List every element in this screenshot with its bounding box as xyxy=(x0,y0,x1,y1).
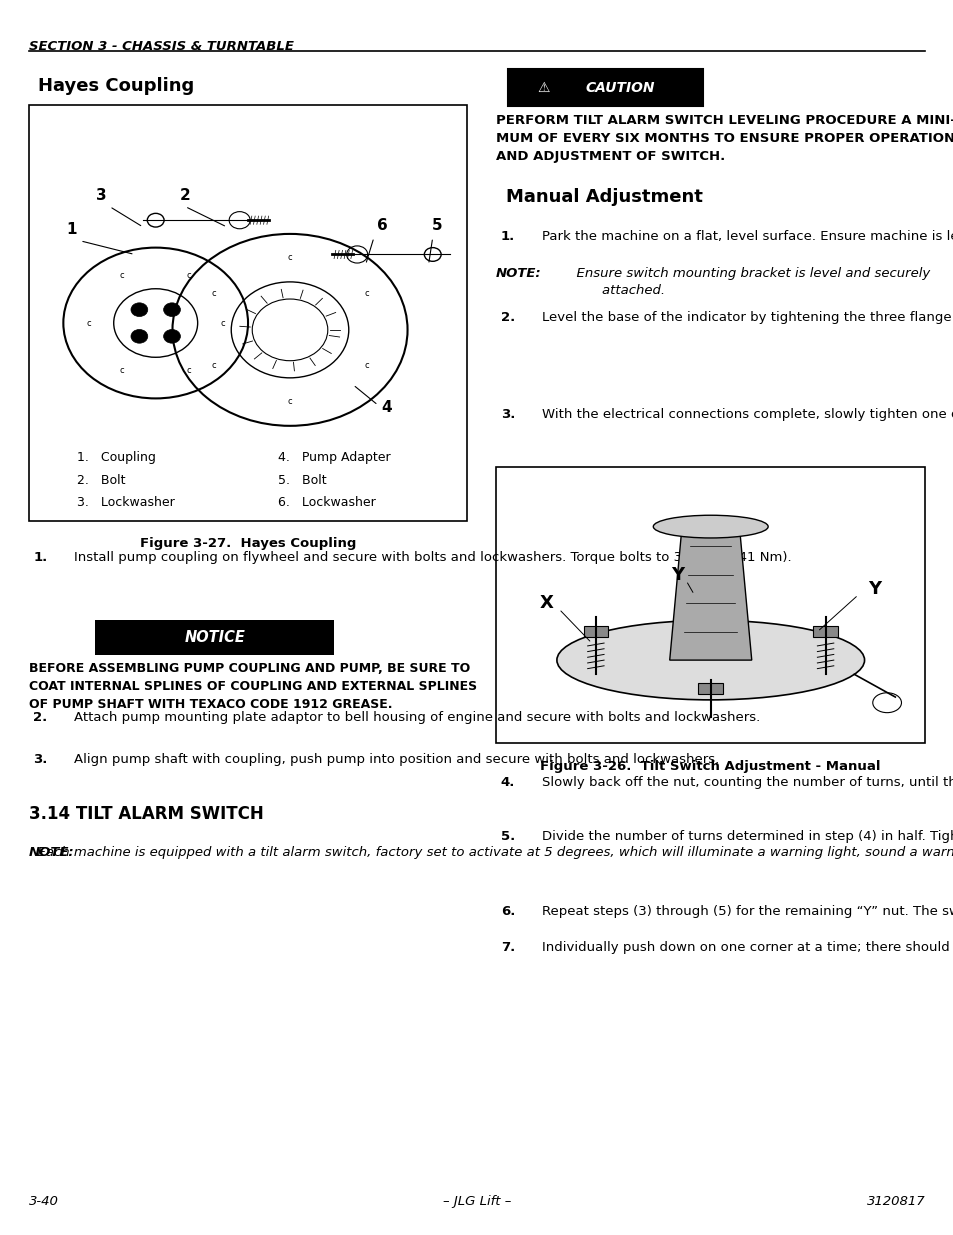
Circle shape xyxy=(131,303,148,316)
Polygon shape xyxy=(669,526,751,659)
Circle shape xyxy=(164,330,180,343)
Text: – JLG Lift –: – JLG Lift – xyxy=(442,1194,511,1208)
Text: 3.: 3. xyxy=(33,753,48,767)
Bar xyxy=(812,626,837,637)
Text: NOTICE: NOTICE xyxy=(184,630,245,645)
Text: 2: 2 xyxy=(179,188,191,203)
Text: 3.   Lockwasher: 3. Lockwasher xyxy=(77,496,174,510)
Text: Slowly back off the nut, counting the number of turns, until the circuit is agai: Slowly back off the nut, counting the nu… xyxy=(541,776,953,789)
Text: 6: 6 xyxy=(376,219,387,233)
Text: 1.: 1. xyxy=(33,551,48,564)
Text: Each machine is equipped with a tilt alarm switch, factory set to activate at 5 : Each machine is equipped with a tilt ala… xyxy=(29,846,953,860)
Text: BEFORE ASSEMBLING PUMP COUPLING AND PUMP, BE SURE TO
COAT INTERNAL SPLINES OF CO: BEFORE ASSEMBLING PUMP COUPLING AND PUMP… xyxy=(29,662,476,711)
Text: c: c xyxy=(220,319,225,327)
Circle shape xyxy=(131,330,148,343)
Bar xyxy=(698,683,722,694)
Text: c: c xyxy=(120,270,124,280)
Text: c: c xyxy=(288,398,292,406)
Text: Divide the number of turns determined in step (4) in half. Tighten the nut this : Divide the number of turns determined in… xyxy=(541,830,953,844)
Text: 4.: 4. xyxy=(500,776,515,789)
Text: Hayes Coupling: Hayes Coupling xyxy=(38,77,194,95)
Text: 2.   Bolt: 2. Bolt xyxy=(77,473,126,487)
Text: 1: 1 xyxy=(67,222,77,237)
Text: Figure 3-27.  Hayes Coupling: Figure 3-27. Hayes Coupling xyxy=(140,537,355,551)
Text: Individually push down on one corner at a time; there should be enough travel to: Individually push down on one corner at … xyxy=(541,941,953,955)
Text: NOTE:: NOTE: xyxy=(29,846,74,860)
Text: With the electrical connections complete, slowly tighten one of the “Y” nuts unt: With the electrical connections complete… xyxy=(541,408,953,421)
Ellipse shape xyxy=(557,620,863,700)
Text: 4.   Pump Adapter: 4. Pump Adapter xyxy=(277,451,390,463)
Text: SECTION 3 - CHASSIS & TURNTABLE: SECTION 3 - CHASSIS & TURNTABLE xyxy=(29,40,294,53)
Text: Align pump shaft with coupling, push pump into position and secure with bolts an: Align pump shaft with coupling, push pum… xyxy=(74,753,719,767)
Text: Install pump coupling on flywheel and secure with bolts and lockwashers. Torque : Install pump coupling on flywheel and se… xyxy=(74,551,791,564)
Text: Figure 3-26.  Tilt Switch Adjustment - Manual: Figure 3-26. Tilt Switch Adjustment - Ma… xyxy=(540,760,880,773)
Text: 3.14 TILT ALARM SWITCH: 3.14 TILT ALARM SWITCH xyxy=(29,805,263,824)
Text: Park the machine on a flat, level surface. Ensure machine is level.: Park the machine on a flat, level surfac… xyxy=(541,230,953,243)
Text: 4: 4 xyxy=(381,400,392,415)
Bar xyxy=(583,626,608,637)
Text: Manual Adjustment: Manual Adjustment xyxy=(505,188,701,206)
Text: 6.: 6. xyxy=(500,905,515,919)
Text: Y: Y xyxy=(867,580,881,598)
FancyBboxPatch shape xyxy=(496,467,924,743)
Text: c: c xyxy=(364,362,368,370)
Text: 3-40: 3-40 xyxy=(29,1194,58,1208)
Text: CAUTION: CAUTION xyxy=(585,80,654,95)
Text: 2.: 2. xyxy=(500,311,515,325)
Text: 6.   Lockwasher: 6. Lockwasher xyxy=(277,496,375,510)
Text: 3.: 3. xyxy=(500,408,515,421)
Text: Y: Y xyxy=(671,566,683,584)
Text: c: c xyxy=(120,366,124,375)
Text: 5.   Bolt: 5. Bolt xyxy=(277,473,326,487)
Text: Attach pump mounting plate adaptor to bell housing of engine and secure with bol: Attach pump mounting plate adaptor to be… xyxy=(74,711,760,725)
Text: ⚠: ⚠ xyxy=(537,80,550,95)
FancyBboxPatch shape xyxy=(508,69,702,106)
Text: 5.: 5. xyxy=(500,830,515,844)
Text: 7.: 7. xyxy=(500,941,515,955)
Text: c: c xyxy=(288,253,292,262)
Text: X: X xyxy=(539,594,553,613)
Text: c: c xyxy=(187,270,192,280)
Text: c: c xyxy=(212,362,215,370)
Text: NOTE:: NOTE: xyxy=(496,267,541,280)
Text: c: c xyxy=(212,289,215,299)
Text: Repeat steps (3) through (5) for the remaining “Y” nut. The switch is now level.: Repeat steps (3) through (5) for the rem… xyxy=(541,905,953,919)
Text: c: c xyxy=(364,289,368,299)
Ellipse shape xyxy=(653,515,767,538)
Text: 1.: 1. xyxy=(500,230,515,243)
FancyBboxPatch shape xyxy=(95,620,334,655)
Circle shape xyxy=(164,303,180,316)
Text: c: c xyxy=(86,319,91,327)
FancyBboxPatch shape xyxy=(29,105,467,521)
Text: 1.   Coupling: 1. Coupling xyxy=(77,451,156,463)
Text: 2.: 2. xyxy=(33,711,48,725)
Text: 5: 5 xyxy=(431,219,442,233)
Text: PERFORM TILT ALARM SWITCH LEVELING PROCEDURE A MINI-
MUM OF EVERY SIX MONTHS TO : PERFORM TILT ALARM SWITCH LEVELING PROCE… xyxy=(496,114,953,163)
Text: c: c xyxy=(187,366,192,375)
Text: 3120817: 3120817 xyxy=(866,1194,924,1208)
Text: Level the base of the indicator by tightening the three flange nuts. Tighten eac: Level the base of the indicator by tight… xyxy=(541,311,953,325)
Text: 3: 3 xyxy=(95,188,107,203)
Text: Ensure switch mounting bracket is level and securely
        attached.: Ensure switch mounting bracket is level … xyxy=(567,267,929,296)
